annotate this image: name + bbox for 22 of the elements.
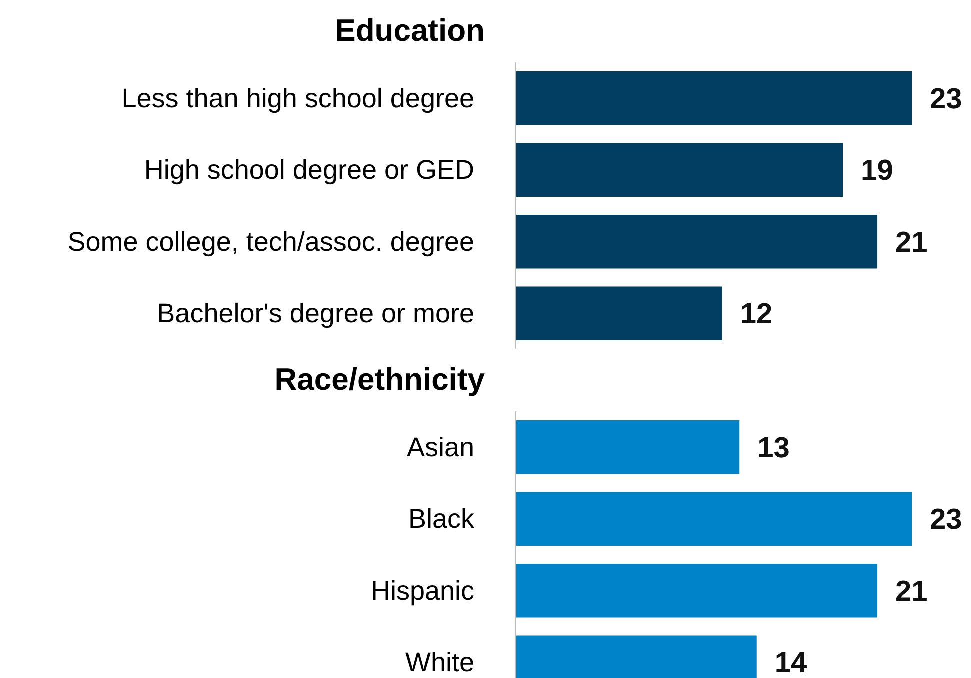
data-label: 23	[930, 83, 962, 116]
y-tick-label: Hispanic	[370, 576, 475, 606]
data-label: 12	[740, 298, 773, 331]
data-label: 21	[896, 226, 928, 259]
y-tick-label: Black	[408, 504, 475, 534]
data-label: 19	[861, 155, 894, 188]
data-label: 13	[758, 432, 790, 464]
y-tick-label: Some college, tech/assoc. degree	[68, 226, 475, 257]
bar	[516, 286, 722, 341]
y-tick-label: High school degree or GED	[144, 155, 474, 186]
y-tick-label: Asian	[406, 432, 475, 462]
bar	[516, 143, 844, 198]
y-tick-label: White	[405, 648, 475, 678]
chart-title: Education	[335, 12, 485, 50]
y-tick-label: Bachelor's degree or more	[157, 298, 475, 329]
data-label: 14	[774, 648, 808, 678]
data-label: 23	[930, 504, 962, 536]
y-tick-label: Less than high school degree	[122, 83, 475, 114]
bar	[516, 71, 912, 126]
bar	[516, 214, 878, 269]
data-label: 21	[896, 576, 928, 608]
chart-title: Race/ethnicity	[274, 361, 485, 399]
